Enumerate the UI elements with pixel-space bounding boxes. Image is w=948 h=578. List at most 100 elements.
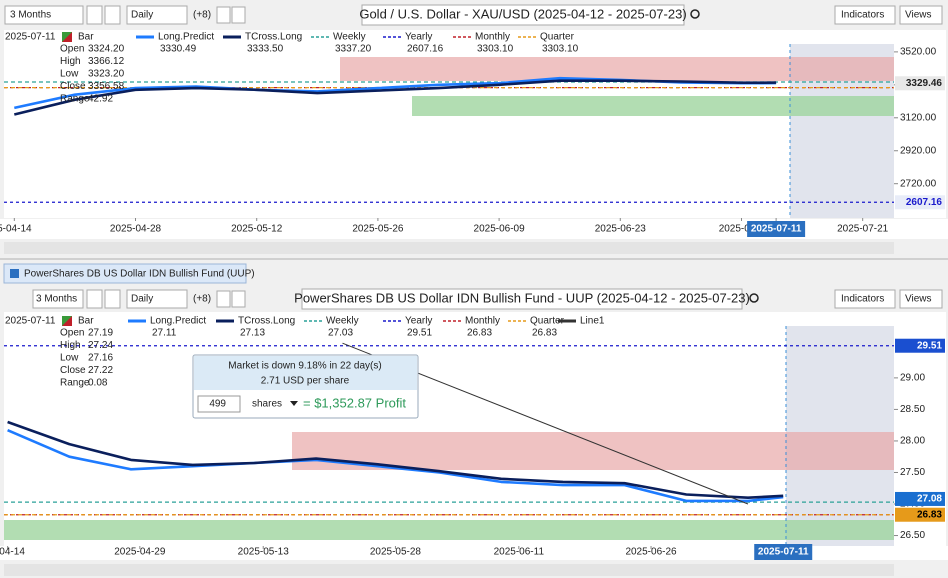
x-tick-label: 2025-05-28 bbox=[370, 547, 422, 558]
legend-entry: Monthly bbox=[475, 32, 510, 43]
legend-entry: TCross.Long bbox=[245, 32, 302, 43]
interval-select[interactable] bbox=[126, 5, 188, 25]
info-value: 3324.20 bbox=[88, 44, 125, 55]
info-value: 0.08 bbox=[88, 378, 108, 389]
legend-value: 3330.49 bbox=[160, 44, 197, 55]
range-select[interactable] bbox=[4, 5, 84, 25]
search-icon[interactable] bbox=[749, 293, 759, 303]
tooltip-line: 2.71 USD per share bbox=[261, 376, 350, 387]
legend-value: 27.03 bbox=[328, 328, 353, 339]
legend-entry: Bar bbox=[78, 32, 94, 43]
series-line bbox=[7, 420, 784, 499]
info-label: Open bbox=[60, 44, 84, 55]
indicators-button[interactable] bbox=[834, 289, 896, 309]
legend-entry: Bar bbox=[78, 316, 94, 327]
price-marker-label: 27.08 bbox=[917, 494, 942, 505]
remove-button[interactable] bbox=[231, 6, 246, 24]
legend-entry: Monthly bbox=[465, 316, 500, 327]
info-label: Close bbox=[60, 365, 86, 376]
legend-value: 3333.50 bbox=[247, 44, 284, 55]
legend-entry: Yearly bbox=[405, 32, 432, 43]
info-value: 3366.12 bbox=[88, 56, 125, 67]
views-text: Views bbox=[905, 10, 932, 21]
chart-tab[interactable] bbox=[3, 263, 247, 284]
shares-input bbox=[197, 395, 241, 413]
legend-value: 26.83 bbox=[467, 328, 492, 339]
interval-select[interactable] bbox=[126, 289, 188, 309]
zoom-out[interactable] bbox=[104, 289, 121, 309]
views-button[interactable] bbox=[899, 289, 943, 309]
legend-value: 3303.10 bbox=[542, 44, 579, 55]
y-tick-label: 2920.00 bbox=[900, 145, 937, 156]
x-tick-highlight bbox=[747, 221, 806, 237]
views-button[interactable] bbox=[899, 5, 943, 25]
profit-text: = $1,352.87 Profit bbox=[303, 395, 406, 410]
legend-value: 3303.10 bbox=[477, 44, 514, 55]
price-axis bbox=[894, 30, 946, 218]
legend-value: 3337.20 bbox=[335, 44, 372, 55]
offset-text: (+8) bbox=[193, 10, 211, 21]
x-tick-label: 2025-07-0 bbox=[719, 224, 765, 235]
legend-entry: Line1 bbox=[580, 316, 605, 327]
legend-entry: Weekly bbox=[326, 316, 359, 327]
y-tick-label: 3520.00 bbox=[900, 47, 937, 58]
legend-entry: Weekly bbox=[333, 32, 366, 43]
bar-icon bbox=[62, 316, 72, 326]
price-marker bbox=[895, 507, 945, 522]
price-marker bbox=[895, 76, 945, 91]
x-tick-highlight bbox=[754, 544, 813, 560]
x-tick-label: 2025-06-09 bbox=[474, 224, 526, 235]
zoom-out[interactable] bbox=[104, 5, 121, 25]
chart-title: PowerShares DB US Dollar IDN Bullish Fun… bbox=[294, 290, 750, 305]
x-tick-label: 2025-07-11 bbox=[758, 547, 809, 558]
zoom-in[interactable] bbox=[86, 289, 103, 309]
views-text: Views bbox=[905, 294, 932, 305]
symbol-box[interactable] bbox=[361, 4, 685, 26]
symbol-box[interactable] bbox=[301, 288, 743, 310]
info-value: 27.16 bbox=[88, 353, 113, 364]
legend-entry: Long.Predict bbox=[150, 316, 206, 327]
scrollbar[interactable] bbox=[4, 242, 894, 254]
info-label: Low bbox=[60, 353, 79, 364]
info-value: 3323.20 bbox=[88, 69, 125, 80]
info-date: 2025-07-11 bbox=[5, 316, 56, 327]
remove-button[interactable] bbox=[231, 290, 246, 308]
zoom-in[interactable] bbox=[86, 5, 103, 25]
info-label: Close bbox=[60, 81, 86, 92]
x-tick-label: 2025-04-29 bbox=[114, 547, 166, 558]
legend-entry: Quarter bbox=[530, 316, 565, 327]
tab-title: PowerShares DB US Dollar IDN Bullish Fun… bbox=[24, 269, 255, 280]
y-tick-label: 2720.00 bbox=[900, 178, 937, 189]
indicators-button[interactable] bbox=[834, 5, 896, 25]
x-tick-label: 2025-07-11 bbox=[751, 224, 802, 235]
bar-icon bbox=[62, 32, 72, 42]
add-button[interactable] bbox=[216, 6, 231, 24]
add-button[interactable] bbox=[216, 290, 231, 308]
shares-value[interactable]: 499 bbox=[209, 399, 226, 410]
y-tick-label: 29.00 bbox=[900, 373, 925, 384]
info-label: High bbox=[60, 340, 81, 351]
y-tick-label: 27.50 bbox=[900, 467, 925, 478]
search-icon[interactable] bbox=[690, 9, 700, 19]
plot-area bbox=[4, 312, 894, 546]
x-tick-label: 2025-07-21 bbox=[837, 224, 889, 235]
dropdown-arrow bbox=[290, 401, 298, 406]
offset-text: (+8) bbox=[193, 294, 211, 305]
range-select[interactable] bbox=[32, 289, 84, 309]
series-line bbox=[13, 79, 777, 116]
resistance-zone bbox=[292, 432, 894, 470]
price-marker bbox=[895, 195, 945, 210]
plot bbox=[4, 76, 894, 203]
x-tick-label: 2025-05-12 bbox=[231, 224, 283, 235]
legend-value: 27.13 bbox=[240, 328, 265, 339]
tab-icon bbox=[10, 269, 19, 278]
legend-entry: Quarter bbox=[540, 32, 575, 43]
toolbar: 3 Months Daily (+8) PowerShares DB US Do… bbox=[32, 288, 943, 310]
price-marker-label: 29.51 bbox=[917, 340, 942, 351]
scrollbar[interactable] bbox=[4, 564, 894, 576]
info-value: 3356.58 bbox=[88, 81, 125, 92]
x-tick-label: 2025-05-26 bbox=[352, 224, 404, 235]
info-label: Open bbox=[60, 328, 84, 339]
x-tick-label: 2025-04-28 bbox=[110, 224, 162, 235]
